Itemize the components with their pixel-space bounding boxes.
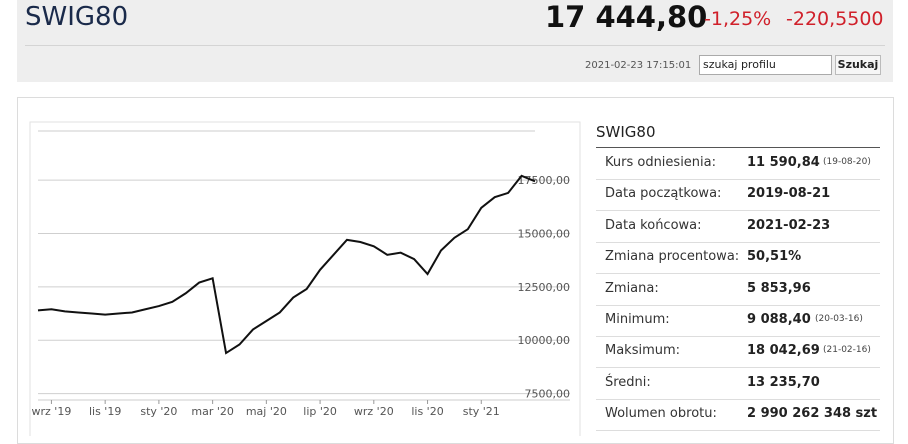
row-label: Zmiana: xyxy=(605,280,659,296)
x-tick-label: sty '20 xyxy=(140,405,177,418)
separator xyxy=(25,45,885,46)
search-input[interactable]: szukaj profilu xyxy=(699,55,832,75)
table-row: Zmiana: 5 853,96 xyxy=(596,274,880,306)
search-button[interactable]: Szukaj xyxy=(835,55,881,75)
row-note: (21-02-16) xyxy=(823,345,871,356)
y-tick-label: 12500,00 xyxy=(518,281,571,294)
table-row: Wolumen obrotu: 2 990 262 348 szt xyxy=(596,399,880,432)
row-value: 11 590,84 xyxy=(747,155,820,170)
row-value: 2019-08-21 xyxy=(747,186,831,202)
y-tick-label: 7500,00 xyxy=(525,388,571,401)
row-note: (20-03-16) xyxy=(815,314,863,324)
x-tick-label: wrz '19 xyxy=(32,405,72,418)
x-tick-label: mar '20 xyxy=(191,405,234,418)
price-line xyxy=(37,174,536,355)
table-row: Data początkowa: 2019-08-21 xyxy=(596,179,880,212)
row-label: Kurs odniesienia: xyxy=(605,155,717,170)
y-tick-label: 15000,00 xyxy=(518,227,571,240)
table-row: Minimum: 9 088,40 (20-03-16) xyxy=(596,305,880,337)
table-row: Zmiana procentowa: 50,51% xyxy=(596,242,880,275)
table-title: SWIG80 xyxy=(596,123,656,141)
row-value: 18 042,69 xyxy=(747,343,820,359)
table-row: Data końcowa: 2021-02-23 xyxy=(596,211,880,243)
row-label: Minimum: xyxy=(605,312,670,327)
row-label: Maksimum: xyxy=(605,343,681,359)
change: -220,5500 xyxy=(786,8,884,30)
x-tick-label: lis '19 xyxy=(89,405,121,418)
row-label: Data końcowa: xyxy=(605,217,702,233)
timestamp: 2021-02-23 17:15:01 xyxy=(585,60,692,71)
x-tick-label: lis '20 xyxy=(411,405,443,418)
table-row: Maksimum: 18 042,69 (21-02-16) xyxy=(596,336,880,369)
table-rule xyxy=(596,147,880,148)
row-value: 50,51% xyxy=(747,249,802,265)
table-row: Średni: 13 235,70 xyxy=(596,368,880,400)
row-value: 2 990 262 348 szt xyxy=(747,406,878,422)
row-value: 5 853,96 xyxy=(747,280,811,296)
row-label: Wolumen obrotu: xyxy=(605,406,717,422)
row-value: 13 235,70 xyxy=(747,374,820,390)
x-tick-label: lip '20 xyxy=(303,405,337,418)
y-tick-label: 10000,00 xyxy=(518,334,571,347)
row-label: Zmiana procentowa: xyxy=(605,249,740,265)
change-pct: -1,25% xyxy=(704,8,772,30)
price: 17 444,80 xyxy=(545,0,708,34)
header: SWIG80 17 444,80 -1,25% -220,5500 2021-0… xyxy=(17,0,893,82)
row-value: 9 088,40 xyxy=(747,312,811,327)
index-title: SWIG80 xyxy=(25,2,129,32)
chart-frame xyxy=(29,121,581,436)
x-tick-label: sty '21 xyxy=(463,405,500,418)
row-label: Data początkowa: xyxy=(605,186,722,202)
x-tick-label: maj '20 xyxy=(246,405,287,418)
row-value: 2021-02-23 xyxy=(747,217,831,233)
row-note: (19-08-20) xyxy=(823,157,871,167)
y-tick-label: 17500,00 xyxy=(518,174,571,187)
x-tick-label: wrz '20 xyxy=(354,405,394,418)
table-row: Kurs odniesienia: 11 590,84 (19-08-20) xyxy=(596,148,880,180)
row-label: Średni: xyxy=(605,374,651,390)
